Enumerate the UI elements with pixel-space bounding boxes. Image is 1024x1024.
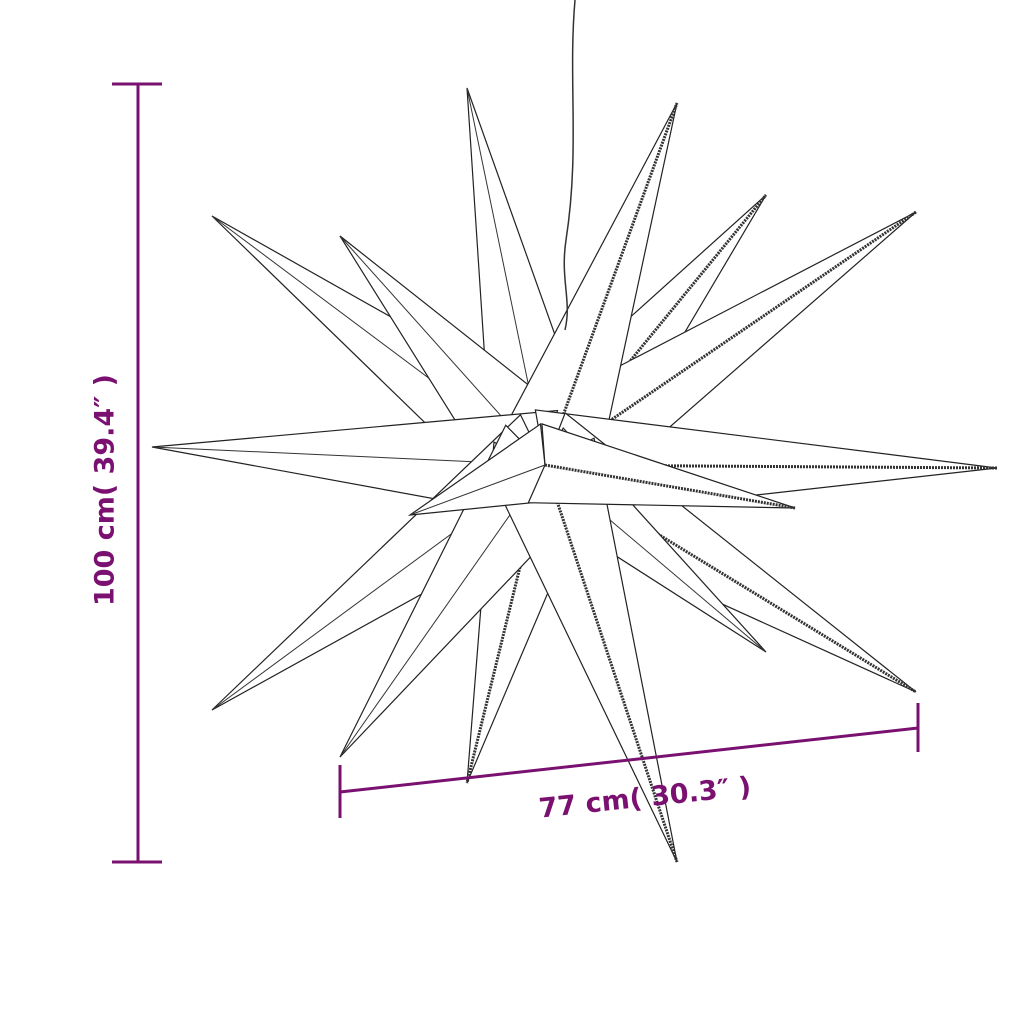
spike-led-ridge (409, 464, 546, 516)
height-label: 100 cm( 39.4″ ) (89, 373, 121, 607)
spike-led-ridge (543, 464, 679, 863)
dimension-lines (112, 82, 920, 864)
width-dimension-line (339, 726, 919, 794)
spike-led-ridge (543, 102, 679, 466)
hanging-cable (563, 0, 576, 331)
star-spikes (151, 87, 998, 863)
spike-led-ridge (544, 463, 796, 510)
